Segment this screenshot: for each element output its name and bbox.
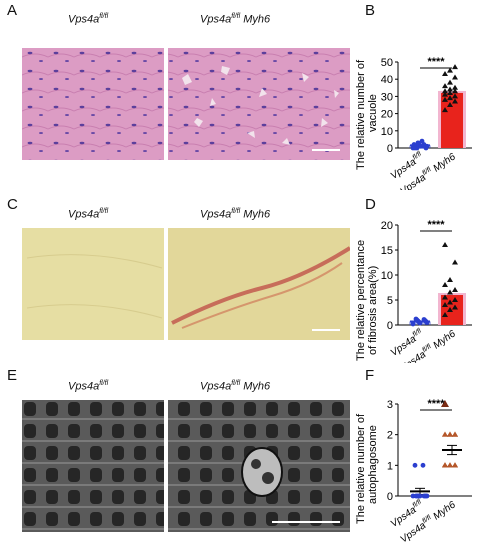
- point-knockout: [447, 289, 453, 295]
- point-knockout: [447, 67, 453, 73]
- point-knockout: [442, 71, 448, 77]
- point-control: [419, 138, 425, 144]
- chart-f: The relative number of autophagosome 0 1 2…: [355, 398, 472, 545]
- point-knockout: [442, 91, 448, 97]
- y-tick-label: 2: [387, 430, 393, 442]
- point-knockout: [442, 83, 448, 89]
- panel-letter-a: A: [7, 2, 18, 19]
- point-knockout: [452, 98, 458, 104]
- panel-letter-e: E: [7, 367, 18, 384]
- point-knockout: [447, 102, 453, 107]
- bar-knockout: [441, 295, 463, 325]
- chart-d-ylabel-line2: of fibrosis area(%): [367, 266, 379, 355]
- point-knockout: [452, 304, 458, 310]
- significance-stars: ****: [427, 219, 445, 231]
- point-knockout: [442, 96, 448, 102]
- label-c-control: Vps4afl/fl: [68, 208, 109, 221]
- point-control: [411, 142, 417, 147]
- chart-f-ylabel-line1: The relative number of: [355, 413, 367, 524]
- point-control: [421, 317, 427, 322]
- point-knockout: [447, 86, 453, 92]
- label-e-knockout: Vps4afl/fl Myh6: [200, 380, 271, 393]
- chart-f-ylabel-line2: autophagosome: [367, 425, 379, 504]
- point-knockout: [447, 307, 453, 312]
- he-control-image: [22, 48, 164, 160]
- point-knockout: [442, 312, 448, 317]
- y-tick-label: 1: [387, 460, 393, 472]
- point-knockout: [447, 89, 453, 95]
- y-tick-label: 20: [381, 220, 393, 232]
- point-knockout: [452, 431, 458, 437]
- point-knockout: [447, 462, 453, 468]
- point-control: [418, 143, 424, 149]
- y-tick-label: 3: [387, 399, 393, 411]
- y-tick-label: 30: [381, 91, 393, 103]
- point-knockout: [452, 74, 458, 80]
- panel-letter-b: B: [365, 2, 376, 19]
- point-knockout: [447, 299, 453, 305]
- chart-b-ylabel-line1: The relative number of: [355, 59, 367, 170]
- vg-control-image: [22, 228, 164, 340]
- point-knockout: [442, 294, 448, 300]
- y-tick-label: 20: [381, 109, 393, 121]
- point-knockout: [442, 242, 448, 247]
- chart-b-ylabel-line2: vacuole: [367, 94, 379, 132]
- point-knockout: [452, 287, 458, 292]
- point-knockout: [452, 84, 458, 90]
- em-images: [22, 400, 350, 532]
- point-control: [421, 493, 427, 499]
- he-stain-images: [22, 48, 350, 160]
- bar-knockout: [441, 92, 463, 148]
- point-control: [420, 462, 426, 468]
- point-knockout: [452, 88, 458, 94]
- point-knockout: [442, 462, 448, 468]
- point-knockout: [452, 462, 458, 468]
- significance-stars: ****: [427, 56, 445, 68]
- point-knockout: [452, 64, 458, 70]
- point-knockout: [452, 259, 458, 265]
- vg-knockout-image: [168, 228, 350, 340]
- point-control: [412, 462, 418, 468]
- vg-stain-images: [22, 228, 350, 340]
- y-tick-label: 15: [381, 245, 393, 257]
- point-knockout: [452, 297, 458, 302]
- point-knockout: [447, 431, 453, 437]
- point-knockout: [452, 93, 458, 99]
- point-knockout: [441, 400, 449, 407]
- panel-letter-c: C: [7, 196, 18, 213]
- category-label: Vps4afl/fl Myh6: [398, 498, 458, 545]
- chart-d-ylabel-line1: The relative percentance: [355, 240, 367, 361]
- y-tick-label: 50: [381, 57, 393, 69]
- label-a-control: Vps4afl/fl: [68, 13, 109, 26]
- y-tick-label: 0: [387, 320, 393, 332]
- point-control: [410, 321, 416, 327]
- y-tick-label: 10: [381, 126, 393, 138]
- point-knockout: [447, 277, 453, 282]
- y-tick-label: 0: [387, 143, 393, 155]
- panel-letter-d: D: [365, 196, 376, 213]
- em-control-image: [22, 400, 164, 532]
- point-knockout: [447, 95, 453, 101]
- y-tick-label: 5: [387, 295, 393, 307]
- chart-b: The relative number of vacuole 0 10 20 30 40…: [355, 56, 472, 190]
- em-knockout-image: [168, 400, 350, 532]
- y-tick-label: 40: [381, 74, 393, 86]
- y-tick-label: 10: [381, 270, 393, 282]
- panel-letter-f: F: [365, 367, 375, 384]
- point-control: [413, 493, 419, 499]
- label-a-knockout: Vps4afl/fl Myh6: [200, 13, 271, 26]
- y-tick-label: 0: [387, 491, 393, 503]
- point-knockout: [447, 79, 453, 85]
- chart-d: The relative percentance of fibrosis are…: [355, 219, 472, 363]
- point-control: [413, 316, 419, 322]
- significance-stars: ****: [427, 398, 445, 410]
- point-knockout: [442, 107, 448, 113]
- point-knockout: [442, 88, 448, 94]
- he-knockout-image: [168, 48, 350, 160]
- label-e-control: Vps4afl/fl: [68, 380, 109, 393]
- point-knockout: [442, 302, 448, 307]
- point-knockout: [442, 282, 448, 287]
- point-knockout: [442, 431, 448, 437]
- label-c-knockout: Vps4afl/fl Myh6: [200, 208, 271, 221]
